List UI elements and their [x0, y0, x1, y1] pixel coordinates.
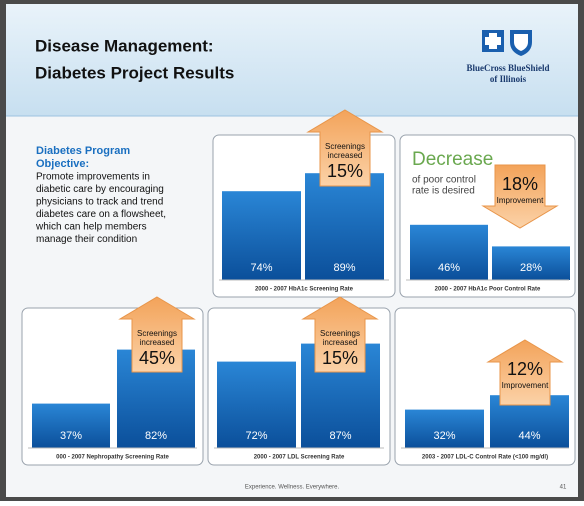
title: Disease Management:	[35, 36, 214, 55]
value-label: 82%	[145, 430, 167, 442]
annotation-small: Improvement	[497, 196, 544, 205]
value-label: 89%	[333, 262, 355, 274]
logo-icons	[482, 30, 532, 56]
logo-text: of Illinois	[490, 74, 527, 84]
header-bg	[6, 4, 578, 116]
objective-body: Promote improvements in	[36, 172, 150, 183]
chart-title: 2003 - 2007 LDL-C Control Rate (<100 mg/…	[422, 455, 548, 461]
arrow	[301, 296, 379, 373]
arrow	[481, 164, 559, 229]
bar	[410, 224, 488, 280]
annotation-big: 15%	[327, 161, 363, 181]
annotation-small: Screenings	[137, 329, 177, 338]
bar	[32, 403, 110, 448]
bar	[405, 409, 484, 448]
annotation-small: increased	[328, 151, 363, 160]
value-label: 37%	[60, 430, 82, 442]
value-label: 28%	[520, 262, 542, 274]
bar	[222, 191, 301, 280]
annotation-small: Screenings	[325, 142, 365, 151]
objective-body: manage their condition	[36, 234, 137, 245]
annotation-small: increased	[140, 338, 175, 347]
arrow	[118, 296, 196, 373]
title: Diabetes Project Results	[35, 63, 234, 82]
annotation-small: increased	[323, 338, 358, 347]
annotation-big: 18%	[502, 174, 538, 194]
objective-heading: Objective:	[36, 158, 89, 170]
objective-body: diabetic care by encouraging	[36, 184, 164, 195]
chart-title: 000 - 2007 Nephropathy Screening Rate	[56, 455, 169, 461]
objective-body: which can help members	[35, 222, 147, 233]
page-number: 41	[560, 485, 567, 491]
arrow	[306, 109, 384, 187]
note-headline: Decrease	[412, 149, 493, 170]
objective-body: physicians to track and trend	[36, 197, 163, 208]
annotation-small: Screenings	[320, 329, 360, 338]
bar	[492, 246, 570, 280]
footer-tagline: Experience. Wellness. Everywhere.	[245, 485, 340, 491]
annotation-small: Improvement	[502, 381, 549, 390]
note-line: of poor control	[412, 175, 476, 186]
logo-text: BlueCross BlueShield	[466, 63, 549, 73]
value-label: 46%	[438, 262, 460, 274]
objective-heading: Diabetes Program	[36, 145, 130, 157]
value-label: 44%	[518, 430, 540, 442]
chart-title: 2000 - 2007 HbA1c Screening Rate	[255, 287, 354, 293]
value-label: 87%	[329, 430, 351, 442]
bar	[305, 173, 384, 280]
value-label: 72%	[245, 430, 267, 442]
annotation-big: 45%	[139, 348, 175, 368]
arrow	[486, 339, 564, 406]
bar	[217, 361, 296, 448]
annotation-big: 15%	[322, 348, 358, 368]
value-label: 32%	[433, 430, 455, 442]
value-label: 74%	[250, 262, 272, 274]
chart-title: 2000 - 2007 HbA1c Poor Control Rate	[435, 287, 541, 293]
objective-body: diabetes care on a flowsheet,	[36, 209, 166, 220]
note-line: rate is desired	[412, 186, 475, 197]
chart-title: 2000 - 2007 LDL Screening Rate	[254, 455, 345, 461]
annotation-big: 12%	[507, 359, 543, 379]
